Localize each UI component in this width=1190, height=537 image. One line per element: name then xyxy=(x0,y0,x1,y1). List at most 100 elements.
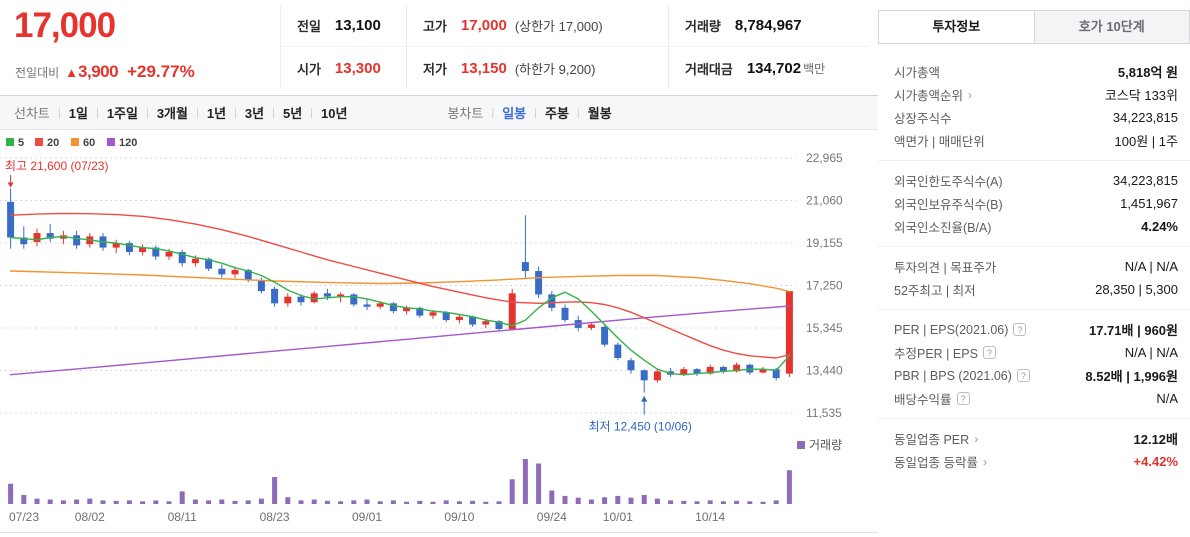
info-label-text: 외국인보유주식수(B) xyxy=(894,198,1003,212)
info-row[interactable]: 시가총액순위 › 코스닥 133위 xyxy=(878,83,1190,106)
volume-bar xyxy=(285,497,291,504)
info-value: +4.42% xyxy=(1133,454,1178,469)
stat-value: 13,100 xyxy=(334,17,381,34)
toolbar-line-chart[interactable]: 선차트 xyxy=(14,106,50,121)
toolbar-candletype-item-1[interactable]: 주봉 xyxy=(544,106,569,121)
candle-body xyxy=(627,360,635,371)
price-change: 전일대비 ▲ 3,900 +29.77% xyxy=(15,62,195,82)
toolbar-period-item-6[interactable]: 10년 xyxy=(321,106,348,121)
line-chart-group: 선차트 | 1일 | 1주일 | 3개월 | 1년 | 3년 | 5년 | 10년 xyxy=(14,103,347,122)
info-row: 외국인보유주식수(B) 1,451,967 xyxy=(878,192,1190,215)
stat-label: 고가 xyxy=(423,19,447,34)
candle-body xyxy=(139,247,147,253)
separator: | xyxy=(576,106,580,119)
toolbar-period-item-3[interactable]: 1년 xyxy=(206,106,227,121)
info-value: 28,350 | 5,300 xyxy=(1095,282,1178,297)
volume-bar xyxy=(113,500,119,504)
volume-bar xyxy=(140,501,146,504)
volume-bar xyxy=(615,495,621,504)
toolbar-candletype-item-0[interactable]: 일봉 xyxy=(502,106,527,121)
current-price: 17,000 xyxy=(14,6,116,45)
toolbar-candletype-item-2[interactable]: 월봉 xyxy=(587,106,612,121)
candle-body xyxy=(244,269,252,280)
high-arrowhead-icon xyxy=(7,182,14,188)
info-label-text: 외국인한도주식수(A) xyxy=(894,175,1003,189)
info-row: 상장주식수 34,223,815 xyxy=(878,106,1190,129)
x-axis-label: 08/02 xyxy=(75,510,105,524)
info-label-text: 시가총액 xyxy=(894,66,941,80)
candle-body xyxy=(508,293,516,330)
candle-body xyxy=(218,268,226,275)
stat-cell: 고가 17,000 (상한가 17,000) xyxy=(406,5,668,46)
candle-body xyxy=(416,307,424,316)
candle-body xyxy=(7,201,15,238)
high-annotation: 최고 21,600 (07/23) xyxy=(5,159,108,173)
x-axis-label: 09/10 xyxy=(444,510,474,524)
toolbar-period-item-1[interactable]: 1주일 xyxy=(106,106,138,121)
candle-body xyxy=(680,369,688,375)
candle-body xyxy=(429,312,437,316)
candle-body xyxy=(205,258,213,269)
ma-legend-swatch xyxy=(71,138,79,146)
volume-bar xyxy=(628,497,634,504)
info-value: N/A | N/A xyxy=(1124,259,1178,274)
stat-cell: 시가 13,300 xyxy=(281,47,406,89)
x-axis-label: 09/01 xyxy=(352,510,382,524)
toolbar-period-item-4[interactable]: 3년 xyxy=(244,106,265,121)
candlestick-chart[interactable]: 22,965 21,060 19,155 17,250 15,345 13,440 11,5… xyxy=(0,130,878,537)
candle-body xyxy=(165,252,173,257)
tab-orderbook[interactable]: 호가 10단계 xyxy=(1034,11,1189,43)
info-row[interactable]: 동일업종 PER › 12.12배 xyxy=(878,427,1190,450)
info-row[interactable]: 동일업종 등락률 › +4.42% xyxy=(878,450,1190,473)
toolbar-candle-chart[interactable]: 봉차트 xyxy=(447,106,484,121)
separator: | xyxy=(234,106,237,119)
candle-body xyxy=(20,237,28,245)
volume-bar xyxy=(443,500,449,504)
tab-invest-info[interactable]: 투자정보 xyxy=(879,11,1035,43)
info-value: 8.52배 | 1,996원 xyxy=(1085,369,1178,384)
info-label: 액면가 | 매매단위 xyxy=(894,131,985,150)
volume-bar xyxy=(588,499,594,504)
volume-bar xyxy=(760,501,766,504)
chevron-right-icon: › xyxy=(974,431,979,446)
volume-bar xyxy=(509,479,515,504)
volume-bar xyxy=(549,490,555,504)
info-label: 동일업종 PER › xyxy=(894,429,978,448)
info-label-text: PBR | BPS (2021.06) xyxy=(894,368,1012,383)
volume-bar xyxy=(773,500,779,504)
stat-value: 8,784,967 xyxy=(734,17,802,34)
chart-canvas[interactable]: 22,965 21,060 19,155 17,250 15,345 13,440 11,5… xyxy=(0,130,878,537)
volume-bar xyxy=(34,498,40,504)
volume-bar xyxy=(298,500,304,504)
volume-bar xyxy=(641,495,647,504)
toolbar-period-item-5[interactable]: 5년 xyxy=(282,106,303,121)
candle-body xyxy=(323,293,331,297)
help-icon[interactable]: ? xyxy=(982,346,996,359)
toolbar-period-item-2[interactable]: 3개월 xyxy=(156,106,188,121)
help-icon[interactable]: ? xyxy=(1013,323,1027,336)
volume-bar xyxy=(377,501,383,504)
change-percent: +29.77% xyxy=(127,62,195,81)
x-axis-label: 10/01 xyxy=(603,510,633,524)
help-icon[interactable]: ? xyxy=(956,392,970,405)
volume-bar xyxy=(245,500,251,504)
stats-row: 시가 13,300 저가 13,150 (하한가 9,200) 거래대금 134,702 백만 xyxy=(281,47,868,89)
up-triangle-icon: ▲ xyxy=(65,65,79,80)
candle-chart-group: 봉차트 | 일봉 | 주봉 | 월봉 xyxy=(447,103,611,122)
change-label: 전일대비 xyxy=(15,66,60,80)
info-row: 시가총액 5,818억 원 xyxy=(878,60,1190,83)
separator: | xyxy=(195,106,199,119)
toolbar-period-item-0[interactable]: 1일 xyxy=(68,106,88,121)
info-label-text: 동일업종 등락률 xyxy=(894,456,978,470)
info-value: 100원 | 1주 xyxy=(1114,134,1178,149)
candle-body xyxy=(33,233,41,242)
y-axis-label: 19,155 xyxy=(806,236,843,250)
separator: | xyxy=(491,106,495,119)
info-label: 시가총액순위 › xyxy=(894,85,972,104)
low-arrowhead-icon xyxy=(641,395,648,402)
info-row: 52주최고 | 최저 28,350 | 5,300 xyxy=(878,278,1190,301)
info-label: PBR | BPS (2021.06)? xyxy=(894,369,1030,383)
help-icon[interactable]: ? xyxy=(1016,369,1030,382)
y-axis-label: 21,060 xyxy=(806,194,843,208)
